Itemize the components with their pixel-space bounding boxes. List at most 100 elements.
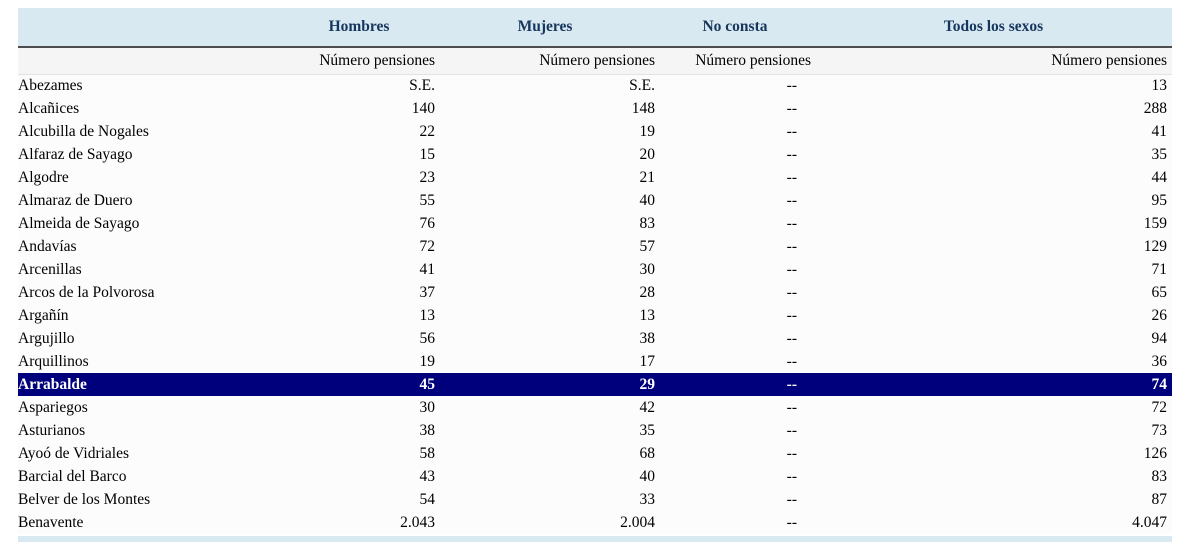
value-cell: 72 (815, 396, 1172, 419)
table-row[interactable]: Almeida de Sayago 76 83 -- 159 (18, 212, 1172, 235)
value-cell: 22 (283, 120, 435, 143)
municipality-name: Arquillinos (18, 350, 283, 373)
group-header-row: Hombres Mujeres No consta Todos los sexo… (18, 8, 1172, 48)
value-cell: 30 (435, 258, 655, 281)
value-cell: 13 (815, 74, 1172, 97)
value-cell: 45 (283, 373, 435, 396)
value-cell: -- (655, 74, 815, 97)
value-cell: 41 (283, 258, 435, 281)
municipality-name: Almeida de Sayago (18, 212, 283, 235)
value-cell: 40 (435, 465, 655, 488)
municipality-name: Alcubilla de Nogales (18, 120, 283, 143)
value-cell: 95 (815, 189, 1172, 212)
pensions-table: Hombres Mujeres No consta Todos los sexo… (18, 8, 1172, 534)
value-cell: 43 (283, 465, 435, 488)
value-cell: 83 (815, 465, 1172, 488)
value-cell: -- (655, 350, 815, 373)
value-cell: -- (655, 97, 815, 120)
municipality-name: Alcañices (18, 97, 283, 120)
value-cell: 76 (283, 212, 435, 235)
value-cell: -- (655, 327, 815, 350)
value-cell: -- (655, 304, 815, 327)
municipality-name: Abezames (18, 74, 283, 97)
value-cell: 35 (815, 143, 1172, 166)
municipality-name: Arrabalde (18, 373, 283, 396)
value-cell: -- (655, 442, 815, 465)
municipality-name: Aspariegos (18, 396, 283, 419)
municipality-name: Belver de los Montes (18, 488, 283, 511)
col-header-no-consta: No consta (655, 8, 815, 48)
value-cell: 126 (815, 442, 1172, 465)
value-cell: -- (655, 488, 815, 511)
subheader-mujeres: Número pensiones (435, 47, 655, 75)
table-row[interactable]: Alcubilla de Nogales 22 19 -- 41 (18, 120, 1172, 143)
value-cell: 148 (435, 97, 655, 120)
value-cell: 13 (283, 304, 435, 327)
value-cell: 129 (815, 235, 1172, 258)
table-row-selected[interactable]: Arrabalde 45 29 -- 74 (18, 373, 1172, 396)
col-header-hombres: Hombres (283, 8, 435, 48)
subheader-hombres: Número pensiones (283, 47, 435, 75)
table-row[interactable]: Argujillo 56 38 -- 94 (18, 327, 1172, 350)
value-cell: 2.043 (283, 511, 435, 534)
value-cell: 29 (435, 373, 655, 396)
value-cell: 35 (435, 419, 655, 442)
table-row[interactable]: Asturianos 38 35 -- 73 (18, 419, 1172, 442)
subheader-row: Número pensiones Número pensiones Número… (18, 47, 1172, 75)
municipality-name: Asturianos (18, 419, 283, 442)
value-cell: 21 (435, 166, 655, 189)
table-row[interactable]: Andavías 72 57 -- 129 (18, 235, 1172, 258)
value-cell: -- (655, 120, 815, 143)
value-cell: 19 (435, 120, 655, 143)
table-row[interactable]: Aspariegos 30 42 -- 72 (18, 396, 1172, 419)
table-row[interactable]: Arcenillas 41 30 -- 71 (18, 258, 1172, 281)
value-cell: 87 (815, 488, 1172, 511)
value-cell: S.E. (435, 74, 655, 97)
table-row[interactable]: Argañín 13 13 -- 26 (18, 304, 1172, 327)
value-cell: 58 (283, 442, 435, 465)
value-cell: 13 (435, 304, 655, 327)
value-cell: 55 (283, 189, 435, 212)
value-cell: 72 (283, 235, 435, 258)
value-cell: 38 (435, 327, 655, 350)
table-row[interactable]: Alcañices 140 148 -- 288 (18, 97, 1172, 120)
value-cell: 71 (815, 258, 1172, 281)
value-cell: 83 (435, 212, 655, 235)
value-cell: 74 (815, 373, 1172, 396)
municipality-name: Barcial del Barco (18, 465, 283, 488)
municipality-name: Arcos de la Polvorosa (18, 281, 283, 304)
value-cell: 33 (435, 488, 655, 511)
value-cell: -- (655, 419, 815, 442)
table-row[interactable]: Belver de los Montes 54 33 -- 87 (18, 488, 1172, 511)
value-cell: 4.047 (815, 511, 1172, 534)
next-section-header-band (18, 536, 1172, 542)
table-row[interactable]: Barcial del Barco 43 40 -- 83 (18, 465, 1172, 488)
value-cell: 38 (283, 419, 435, 442)
value-cell: 20 (435, 143, 655, 166)
value-cell: 288 (815, 97, 1172, 120)
municipality-name: Algodre (18, 166, 283, 189)
table-row[interactable]: Almaraz de Duero 55 40 -- 95 (18, 189, 1172, 212)
municipality-name: Argujillo (18, 327, 283, 350)
table-row[interactable]: Abezames S.E. S.E. -- 13 (18, 74, 1172, 97)
table-row[interactable]: Algodre 23 21 -- 44 (18, 166, 1172, 189)
table-row[interactable]: Alfaraz de Sayago 15 20 -- 35 (18, 143, 1172, 166)
value-cell: 65 (815, 281, 1172, 304)
value-cell: -- (655, 396, 815, 419)
value-cell: 42 (435, 396, 655, 419)
value-cell: 159 (815, 212, 1172, 235)
value-cell: 54 (283, 488, 435, 511)
value-cell: -- (655, 258, 815, 281)
table-row[interactable]: Benavente 2.043 2.004 -- 4.047 (18, 511, 1172, 534)
municipality-name: Alfaraz de Sayago (18, 143, 283, 166)
table-row[interactable]: Ayoó de Vidriales 58 68 -- 126 (18, 442, 1172, 465)
subheader-corner-cell (18, 47, 283, 75)
table-row[interactable]: Arcos de la Polvorosa 37 28 -- 65 (18, 281, 1172, 304)
municipality-name: Almaraz de Duero (18, 189, 283, 212)
value-cell: -- (655, 281, 815, 304)
value-cell: 44 (815, 166, 1172, 189)
subheader-no-consta: Número pensiones (655, 47, 815, 75)
table-row[interactable]: Arquillinos 19 17 -- 36 (18, 350, 1172, 373)
value-cell: 56 (283, 327, 435, 350)
